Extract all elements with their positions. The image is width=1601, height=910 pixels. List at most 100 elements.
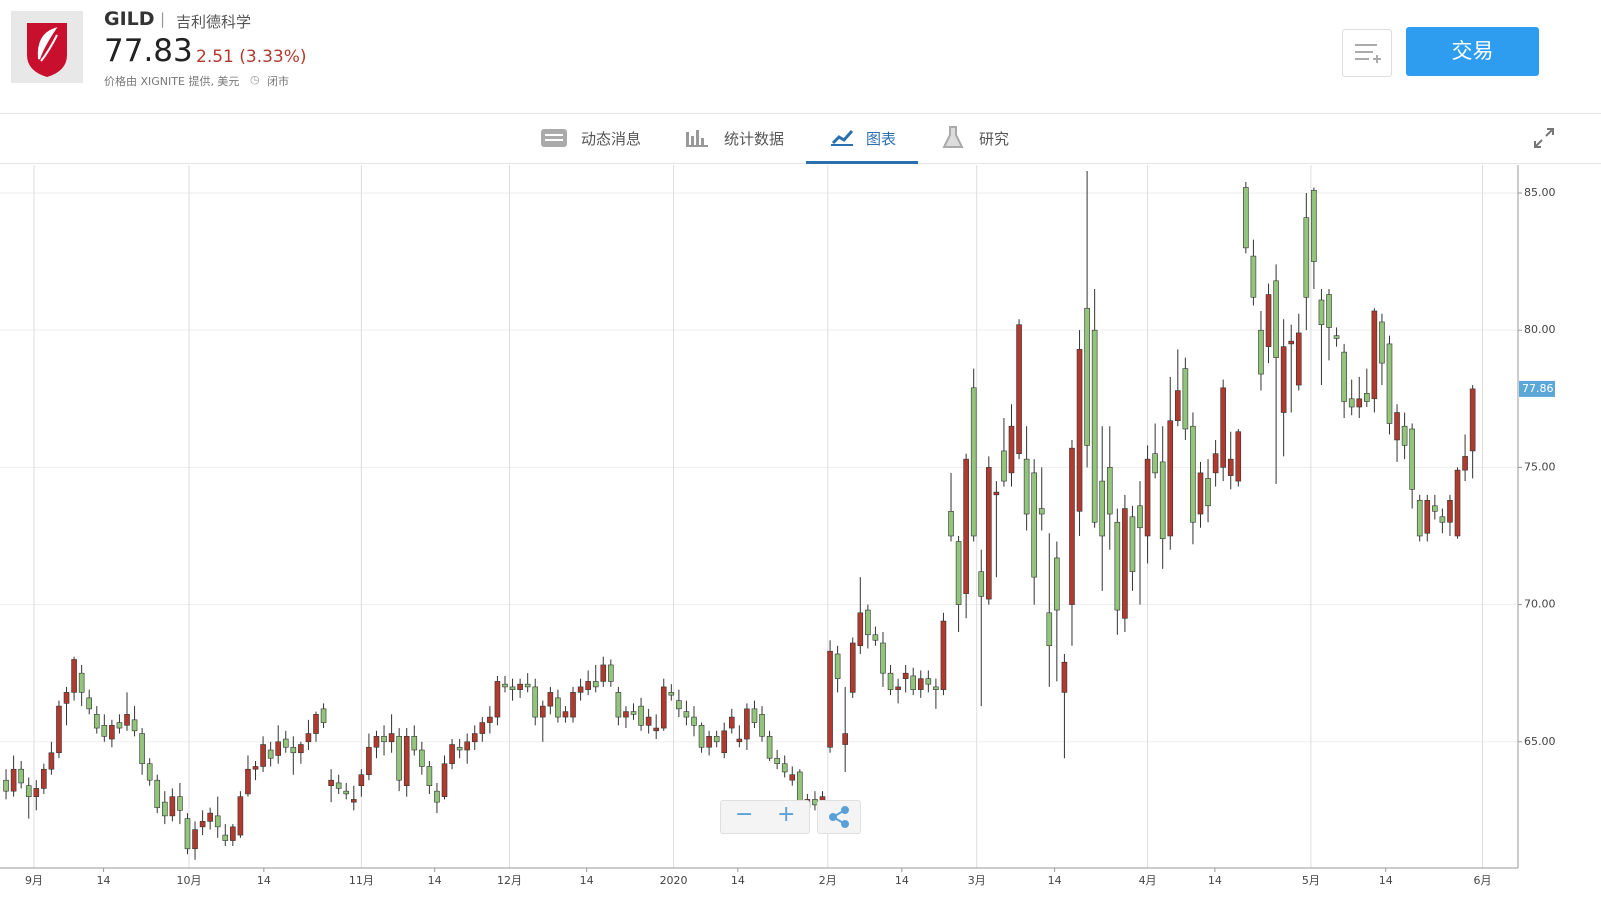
candle-body — [691, 716, 697, 726]
x-tick-label: 3月 — [968, 874, 986, 887]
x-tick-label: 14 — [1048, 874, 1062, 887]
candle-body — [1235, 431, 1242, 482]
candle-body — [645, 716, 652, 726]
candle-body — [517, 683, 523, 690]
candle-body — [1447, 500, 1453, 523]
candle-body — [441, 763, 448, 797]
candle-body — [1288, 340, 1295, 345]
share-button[interactable] — [817, 800, 861, 834]
x-tick-label: 4月 — [1139, 874, 1157, 887]
candle-body — [555, 697, 561, 718]
candle-body — [86, 697, 93, 710]
candle-body — [214, 815, 221, 828]
candle-body — [154, 779, 161, 808]
price-change: 2.51 (3.33%) — [196, 47, 307, 67]
candle-body — [1371, 310, 1378, 400]
candle-body — [502, 683, 508, 688]
tab[interactable]: 统计数据 — [724, 130, 785, 148]
candle-body — [789, 774, 796, 781]
candle-body — [1046, 612, 1053, 647]
tab[interactable]: 研究 — [979, 130, 1010, 148]
candle-body — [411, 735, 418, 751]
candle-body — [698, 725, 705, 748]
candle-body — [260, 744, 266, 767]
candle-body — [252, 766, 259, 770]
candle-body — [1114, 521, 1121, 611]
candle-body — [713, 735, 720, 743]
candle-body — [139, 733, 145, 765]
candle-body — [471, 733, 478, 743]
candle-body — [887, 672, 894, 690]
research-icon — [942, 126, 964, 148]
candle-body — [373, 735, 380, 748]
candle-body — [1182, 368, 1189, 430]
zoom-in[interactable]: + — [777, 802, 796, 827]
candle-body — [1137, 505, 1143, 529]
candle-body — [230, 826, 236, 841]
candle-body — [1416, 500, 1423, 537]
candle-body — [1364, 392, 1370, 402]
candle-body — [1341, 351, 1347, 402]
candle-body — [192, 829, 198, 850]
candle-body — [1258, 329, 1264, 375]
candle-body — [267, 749, 274, 759]
candle-body — [290, 746, 297, 754]
candle-body — [456, 746, 463, 751]
candle-body — [298, 744, 304, 754]
candle-body — [33, 788, 40, 797]
tab[interactable]: 动态消息 — [581, 130, 642, 148]
candle-body — [207, 812, 213, 822]
candle-body — [902, 672, 909, 679]
candle-body — [381, 735, 387, 743]
x-tick-label: 11月 — [349, 874, 374, 887]
candle-body — [1295, 332, 1302, 386]
y-tick-label: 75.00 — [1524, 460, 1556, 473]
tab-underline — [806, 161, 918, 164]
candle-body — [335, 782, 342, 789]
candle-body — [1054, 557, 1060, 611]
candle-body — [925, 678, 932, 685]
candle-body — [1016, 324, 1022, 454]
candle-body — [109, 725, 115, 740]
candle-body — [948, 510, 954, 537]
candle-body — [403, 735, 410, 786]
candle-body — [509, 686, 516, 690]
zoom-out[interactable]: − — [735, 802, 754, 827]
watchlist-button[interactable] — [1342, 29, 1392, 77]
candle-body — [1280, 346, 1287, 413]
candle-body — [320, 708, 327, 723]
candle-body — [1008, 425, 1015, 474]
company-name: 吉利德科学 — [176, 13, 252, 31]
candle-body — [162, 801, 168, 817]
x-tick-label: 14 — [731, 874, 745, 887]
candle-body — [1167, 420, 1174, 537]
y-tick-label: 65.00 — [1524, 735, 1556, 748]
candle-body — [434, 790, 440, 803]
tab-active[interactable]: 图表 — [866, 130, 897, 148]
candle-body — [396, 735, 402, 781]
candle-body — [834, 653, 841, 679]
candle-body — [343, 790, 350, 795]
candle-body — [933, 686, 939, 690]
expand-icon[interactable] — [1533, 127, 1555, 149]
x-tick-label: 14 — [895, 874, 909, 887]
candle-body — [449, 744, 455, 765]
candle-body — [494, 681, 501, 718]
symbol: GILD — [104, 8, 155, 30]
x-tick-label: 5月 — [1302, 874, 1320, 887]
candle-body — [275, 741, 281, 756]
candle-body — [577, 686, 584, 693]
source: 价格由 XIGNITE 提供, 美元 — [104, 75, 240, 88]
candle-body — [1424, 500, 1431, 534]
candle-body — [350, 799, 357, 803]
candle-body — [245, 768, 251, 795]
candle-body — [736, 738, 743, 743]
candle-body — [3, 779, 9, 792]
candle-body — [1212, 453, 1219, 474]
x-tick-label: 14 — [97, 874, 111, 887]
chart: 65.00 70.00 75.00 80.00 85.00 9月 10月 11月 12月 2020… — [0, 165, 1556, 887]
x-tick-label: 6月 — [1473, 874, 1491, 887]
candle-body — [660, 686, 667, 729]
trade-button[interactable]: 交易 — [1406, 27, 1539, 76]
